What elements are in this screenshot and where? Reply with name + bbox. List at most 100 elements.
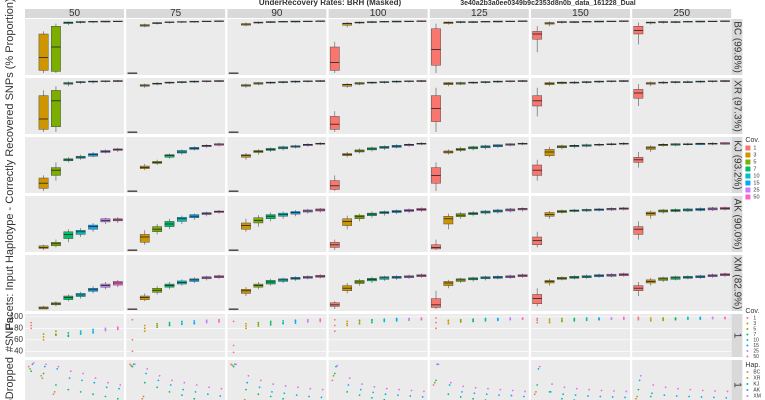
panel xyxy=(429,78,529,134)
dropped-point xyxy=(92,393,94,396)
row-strip xyxy=(731,314,743,357)
box xyxy=(51,26,61,72)
snp-point xyxy=(662,319,665,322)
snp-point xyxy=(447,319,450,322)
dropped-point xyxy=(359,388,362,391)
dropped-point xyxy=(42,372,45,375)
dropped-point xyxy=(57,365,60,368)
snp-point xyxy=(548,319,551,322)
box xyxy=(329,180,340,190)
y-tick-label: 80 xyxy=(14,323,23,332)
legend-title: Hap. xyxy=(745,362,760,369)
dropped-point xyxy=(104,395,107,398)
dropped-point xyxy=(29,368,31,370)
panel xyxy=(126,314,226,357)
panel xyxy=(25,196,124,252)
legend-label: XR xyxy=(753,375,760,381)
dropped-point xyxy=(336,364,339,367)
snp-point xyxy=(306,321,309,323)
panel xyxy=(328,314,428,357)
snp-point xyxy=(257,323,260,326)
legend-swatch xyxy=(745,145,751,151)
dropped-point xyxy=(258,386,261,389)
legend-label: 3 xyxy=(753,152,756,158)
dropped-point xyxy=(257,393,260,396)
dropped-point xyxy=(30,370,33,373)
y-tick-label: 40 xyxy=(14,346,23,355)
box xyxy=(177,217,187,222)
dropped-point xyxy=(462,385,465,388)
panel xyxy=(632,196,732,252)
dropped-point xyxy=(588,388,591,391)
snp-point xyxy=(561,320,563,323)
dropped-point xyxy=(361,383,363,385)
legend-label: 10 xyxy=(753,337,759,343)
panel xyxy=(632,314,732,357)
panel xyxy=(227,78,327,134)
snp-point xyxy=(319,320,322,323)
snp-point xyxy=(245,325,247,327)
dropped-point xyxy=(131,365,134,368)
column-label: 75 xyxy=(170,8,182,19)
dropped-point xyxy=(688,395,691,398)
snp-point xyxy=(116,328,119,331)
snp-point xyxy=(131,350,134,353)
snp-point xyxy=(622,318,625,321)
snp-point xyxy=(193,322,196,325)
dropped-point xyxy=(182,388,185,391)
dropped-point xyxy=(461,391,463,393)
snp-point xyxy=(346,324,349,327)
dropped-point xyxy=(522,395,525,398)
dropped-point xyxy=(574,394,577,397)
column-label: 50 xyxy=(69,8,81,19)
panel xyxy=(126,196,226,252)
snp-point xyxy=(131,338,134,341)
legend-swatch xyxy=(746,371,749,373)
panel xyxy=(126,78,226,134)
dropped-point xyxy=(600,389,603,392)
dropped-point xyxy=(331,379,334,382)
dropped-point xyxy=(230,363,233,366)
dropped-point xyxy=(335,365,337,368)
dropped-point xyxy=(235,363,237,366)
snp-point xyxy=(205,321,208,324)
dropped-point xyxy=(271,391,273,393)
dropped-point xyxy=(55,384,57,386)
panel xyxy=(531,360,630,400)
dropped-point xyxy=(563,386,566,389)
legend-title: Cov. xyxy=(745,308,759,315)
dropped-point xyxy=(487,387,489,390)
column-strip xyxy=(227,9,327,18)
dropped-point xyxy=(309,387,312,390)
snp-point xyxy=(509,318,512,321)
dropped-point xyxy=(437,363,440,366)
panel xyxy=(328,255,428,311)
dropped-point xyxy=(664,386,667,389)
dropped-point xyxy=(332,374,335,377)
legend-label: 50 xyxy=(753,354,759,360)
panel xyxy=(25,255,124,311)
box xyxy=(139,234,150,243)
row-label: AK (90.0%) xyxy=(731,198,742,249)
dropped-point xyxy=(168,391,171,393)
dropped-point xyxy=(675,395,678,397)
dropped-point xyxy=(282,397,284,400)
dropped-point xyxy=(511,389,514,392)
dropped-point xyxy=(143,381,146,384)
snp-point xyxy=(573,319,576,322)
panel xyxy=(328,19,428,75)
snp-point xyxy=(92,328,94,331)
row-label: XM (82.9%) xyxy=(731,257,742,310)
dropped-point xyxy=(677,387,679,390)
snp-point xyxy=(383,320,386,323)
dropped-point xyxy=(663,394,666,397)
dropped-point xyxy=(43,365,46,368)
dropped-point xyxy=(649,395,652,398)
snp-point xyxy=(358,321,361,323)
legend-label: 15 xyxy=(753,180,759,186)
dropped-point xyxy=(133,363,136,366)
dropped-point xyxy=(53,391,56,393)
dropped-point xyxy=(347,384,350,386)
dropped-point xyxy=(551,383,553,385)
legend-label: AK xyxy=(753,387,760,393)
